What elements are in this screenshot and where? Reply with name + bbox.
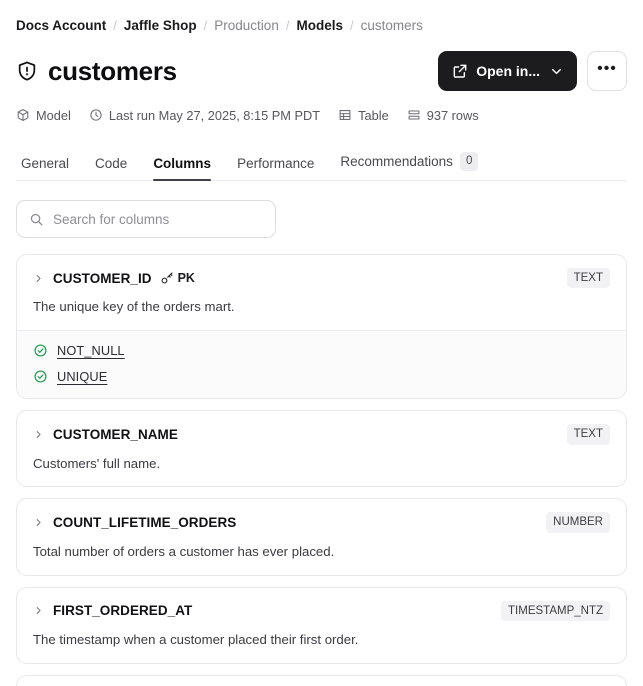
- chevron-right-icon: [33, 429, 45, 440]
- breadcrumb-separator: /: [285, 17, 290, 33]
- tab-general[interactable]: General: [16, 156, 82, 180]
- column-type-badge: TEXT: [566, 268, 610, 289]
- column-card-main: FIRST_ORDERED_AT TIMESTAMP_NTZ The timesta…: [17, 588, 626, 663]
- model-meta-row: Model Last run May 27, 2025, 8:15 PM PDT T…: [16, 105, 627, 125]
- breadcrumb-item-customers: customers: [360, 17, 423, 33]
- column-test-link[interactable]: UNIQUE: [57, 369, 108, 385]
- tab-bar: General Code Columns Performance Recommendat…: [16, 147, 627, 181]
- shield-alert-icon: [16, 60, 38, 82]
- column-card: CUSTOMER_NAME TEXT Customers' full name.: [16, 410, 627, 488]
- page-header-actions: Open in... •••: [438, 51, 627, 91]
- ellipsis-icon: •••: [597, 59, 617, 77]
- column-card-main: COUNT_LIFETIME_ORDERS NUMBER Total number …: [17, 499, 626, 574]
- column-test-row: NOT_NULL: [33, 343, 610, 358]
- columns-list: CUSTOMER_ID PK TEXT The unique key of the o…: [16, 254, 627, 686]
- search-section: [16, 200, 627, 238]
- column-type-badge: TEXT: [566, 424, 610, 445]
- breadcrumb-item-jaffle-shop[interactable]: Jaffle Shop: [123, 17, 197, 33]
- breadcrumb-item-production: Production: [214, 17, 279, 33]
- tab-recommendations[interactable]: Recommendations 0: [327, 152, 491, 180]
- column-name: CUSTOMER_ID: [53, 270, 152, 286]
- check-circle-icon: [33, 369, 48, 384]
- open-in-label: Open in...: [476, 63, 540, 79]
- meta-item-label: 937 rows: [426, 107, 479, 123]
- more-options-button[interactable]: •••: [587, 51, 627, 91]
- search-input[interactable]: [53, 211, 263, 227]
- column-card: CUSTOMER_ID PK TEXT The unique key of the o…: [16, 254, 627, 400]
- column-description: Total number of orders a customer has ev…: [33, 543, 335, 559]
- chevron-right-icon: [33, 517, 45, 528]
- breadcrumb-item-models[interactable]: Models: [296, 17, 343, 33]
- external-link-icon: [452, 63, 468, 79]
- column-test-row: UNIQUE: [33, 369, 610, 384]
- breadcrumb-separator: /: [349, 17, 354, 33]
- check-circle-icon: [33, 343, 48, 358]
- tab-label: General: [21, 156, 70, 171]
- tab-badge: 0: [459, 152, 479, 171]
- meta-item-table: Table: [338, 108, 389, 123]
- column-card-main: CUSTOMER_ID PK TEXT The unique key of the o…: [17, 255, 626, 330]
- page-header-left: customers: [16, 57, 438, 86]
- key-icon: [160, 271, 174, 285]
- tab-label: Recommendations: [340, 154, 453, 170]
- clock-icon: [89, 108, 103, 122]
- column-card-header[interactable]: FIRST_ORDERED_AT TIMESTAMP_NTZ: [33, 600, 610, 621]
- column-name: CUSTOMER_NAME: [53, 426, 178, 442]
- page-title: customers: [48, 55, 177, 86]
- column-type-badge: TIMESTAMP_NTZ: [501, 600, 610, 621]
- meta-item-cube: Model: [16, 108, 71, 123]
- search-box[interactable]: [16, 200, 276, 238]
- cube-icon: [16, 108, 30, 122]
- tab-label: Columns: [153, 156, 212, 171]
- meta-item-label: Model: [36, 107, 71, 123]
- column-card-header[interactable]: CUSTOMER_ID PK TEXT: [33, 268, 610, 289]
- tab-label: Code: [95, 156, 128, 171]
- tab-label: Performance: [237, 156, 315, 171]
- column-card-header[interactable]: CUSTOMER_NAME TEXT: [33, 424, 610, 445]
- search-icon: [29, 212, 44, 227]
- table-icon: [338, 108, 352, 122]
- rows-icon: [407, 108, 421, 122]
- page-header: customers Open in...: [16, 50, 627, 92]
- tab-performance[interactable]: Performance: [224, 156, 327, 180]
- tab-columns[interactable]: Columns: [140, 156, 224, 181]
- column-description: Customers' full name.: [33, 455, 161, 471]
- column-test-link[interactable]: NOT_NULL: [57, 343, 125, 359]
- meta-item-label: Last run May 27, 2025, 8:15 PM PDT: [108, 107, 321, 123]
- tab-code[interactable]: Code: [82, 156, 140, 180]
- chevron-right-icon: [33, 273, 45, 284]
- column-description: The unique key of the orders mart.: [33, 299, 235, 315]
- breadcrumb-separator: /: [203, 17, 208, 33]
- primary-key-label: PK: [177, 271, 195, 286]
- column-description: The timestamp when a customer placed the…: [33, 631, 359, 647]
- primary-key-indicator: PK: [160, 271, 195, 285]
- meta-item-label: Table: [358, 107, 389, 123]
- column-card: COUNT_LIFETIME_ORDERS NUMBER Total number …: [16, 498, 627, 576]
- chevron-right-icon: [33, 605, 45, 616]
- breadcrumb: Docs Account / Jaffle Shop / Production / Mode…: [16, 0, 627, 34]
- chevron-down-icon: [548, 65, 563, 78]
- meta-item-clock: Last run May 27, 2025, 8:15 PM PDT: [89, 108, 320, 123]
- column-card-header[interactable]: COUNT_LIFETIME_ORDERS NUMBER: [33, 512, 610, 533]
- open-in-button[interactable]: Open in...: [438, 51, 577, 91]
- meta-item-rows: 937 rows: [407, 108, 479, 123]
- breadcrumb-separator: /: [113, 17, 117, 33]
- column-name: FIRST_ORDERED_AT: [53, 603, 193, 619]
- column-tests: NOT_NULL UNIQUE: [17, 330, 626, 399]
- breadcrumb-item-docs-account[interactable]: Docs Account: [16, 17, 107, 33]
- column-card: FIRST_ORDERED_AT TIMESTAMP_NTZ The timesta…: [16, 586, 627, 664]
- column-type-badge: NUMBER: [546, 512, 610, 533]
- column-name: COUNT_LIFETIME_ORDERS: [53, 515, 237, 531]
- column-card-main: CUSTOMER_NAME TEXT Customers' full name.: [17, 411, 626, 486]
